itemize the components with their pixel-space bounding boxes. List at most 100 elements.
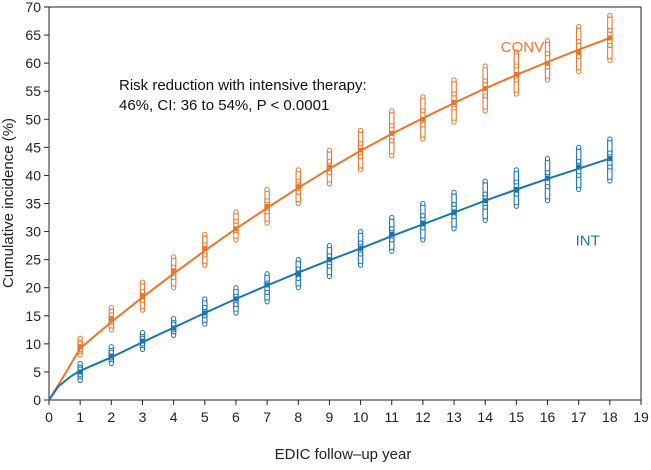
ci-sample-point [357, 251, 364, 257]
ci-sample-point [513, 191, 519, 197]
data-point [171, 268, 177, 274]
ci-sample-point [233, 301, 239, 308]
data-point [202, 310, 208, 316]
x-tick-label: 19 [633, 409, 649, 425]
ci-sample-point [389, 123, 395, 129]
ci-sample-point [389, 214, 395, 221]
y-tick-label: 50 [25, 111, 41, 127]
x-tick-label: 4 [170, 409, 178, 425]
ci-sample-point [171, 274, 177, 281]
data-point [576, 49, 582, 55]
ci-sample-point [295, 257, 301, 263]
data-point [607, 156, 613, 162]
ci-sample-point [544, 170, 551, 176]
series-conv: CONV [48, 12, 613, 401]
data-point [420, 220, 426, 226]
ci-sample-point [295, 266, 301, 272]
ci-sample-point [77, 335, 83, 341]
ci-sample-point [202, 296, 208, 302]
series-layer: CONV INT [48, 12, 613, 401]
ci-sample-point [451, 105, 457, 111]
ci-sample-point [544, 38, 551, 44]
ci-sample-point [420, 200, 426, 207]
x-tick-label: 14 [477, 409, 493, 425]
ci-sample-point [451, 226, 457, 232]
ci-sample-point [482, 178, 488, 184]
y-tick-label: 65 [25, 27, 41, 43]
data-point [108, 353, 114, 359]
ci-bar [264, 273, 270, 303]
ci-sample-point [295, 178, 301, 184]
ci-sample-point [171, 285, 177, 291]
ci-sample-point [576, 24, 582, 30]
ci-sample-point [513, 167, 519, 173]
y-tick-label: 35 [25, 196, 41, 212]
ci-sample-point [357, 240, 364, 246]
annotation-line-1: Risk reduction with intensive therapy: [119, 77, 367, 94]
x-tick-label: 1 [76, 409, 84, 425]
ci-sample-point [264, 289, 270, 295]
ci-sample-point [77, 352, 83, 358]
ci-sample-point [77, 360, 83, 367]
y-tick-label: 10 [25, 336, 41, 352]
axes: 0 1 2 3 4 5 6 7 8 9 10 11 12 13 14 15 16 17 18 190510152025… [25, 0, 649, 425]
y-tick-label: 15 [25, 308, 41, 324]
ci-sample-point [264, 299, 270, 305]
ci-sample-point [451, 119, 457, 125]
ci-sample-point [202, 262, 208, 268]
data-point [171, 325, 177, 331]
ci-sample-point [171, 332, 177, 339]
ci-sample-point [108, 327, 114, 333]
ci-sample-point [389, 237, 395, 243]
ci-sample-point [295, 200, 301, 207]
ci-sample-point [357, 127, 364, 134]
x-tick-label: 17 [571, 409, 587, 425]
ci-sample-point [389, 138, 395, 144]
ci-sample-point [202, 304, 208, 310]
ci-sample-point [264, 186, 270, 193]
ci-sample-point [482, 63, 488, 69]
series-line [48, 36, 611, 401]
x-tick-label: 11 [384, 409, 399, 425]
x-tick-label: 15 [509, 409, 525, 425]
ci-sample-point [451, 214, 457, 220]
series-label: CONV [501, 39, 544, 56]
ci-sample-point [233, 310, 239, 316]
ci-sample-point [202, 321, 208, 327]
ci-sample-point [544, 155, 551, 162]
ci-sample-point [139, 330, 146, 336]
ci-sample-point [513, 179, 519, 185]
y-tick-label: 45 [25, 139, 41, 155]
data-point [482, 85, 488, 91]
ci-sample-point [482, 217, 488, 223]
ci-sample-point [357, 228, 364, 235]
x-tick-label: 16 [540, 409, 556, 425]
ci-sample-point [544, 184, 551, 190]
ci-sample-point [139, 279, 146, 285]
ci-sample-point [607, 136, 613, 142]
ci-sample-point [326, 273, 333, 280]
ci-sample-point [513, 91, 519, 97]
ci-sample-point [295, 167, 301, 173]
data-point [108, 316, 114, 322]
data-point [576, 164, 582, 170]
data-point [77, 344, 83, 350]
annotation-line-2: 46%, CI: 36 to 54%, P < 0.0001 [119, 97, 329, 114]
ci-sample-point [607, 42, 613, 48]
data-point [420, 116, 426, 122]
ci-sample-point [482, 191, 488, 197]
ci-sample-point [389, 226, 395, 232]
ci-sample-point [139, 298, 146, 304]
ci-sample-point [357, 262, 364, 268]
ci-sample-point [420, 213, 426, 219]
ci-sample-point [607, 27, 613, 33]
ci-sample-point [357, 141, 364, 147]
x-tick-label: 8 [294, 409, 302, 425]
ci-sample-point [420, 225, 426, 231]
y-tick-label: 70 [25, 0, 41, 15]
ci-sample-point [389, 153, 395, 159]
ci-sample-point [607, 150, 613, 156]
ci-sample-point [233, 285, 239, 291]
y-tick-label: 55 [25, 83, 41, 99]
ci-sample-point [513, 63, 519, 69]
